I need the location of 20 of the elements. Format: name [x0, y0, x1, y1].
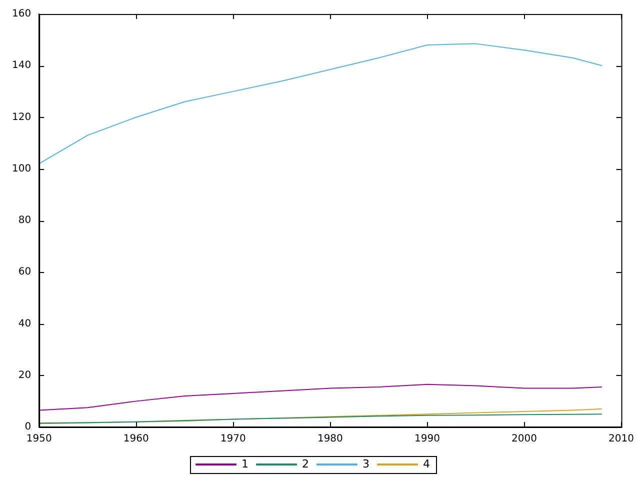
- x-tick-label: 1990: [414, 434, 440, 445]
- legend-label: 4: [423, 457, 430, 470]
- x-tick-label: 1950: [26, 434, 52, 445]
- y-tick-label: 0: [24, 422, 32, 433]
- x-tick-label: 2010: [608, 434, 634, 445]
- y-tick-label: 160: [12, 8, 32, 20]
- x-tick-label: 1980: [317, 434, 343, 445]
- y-tick-label: 120: [12, 112, 32, 123]
- x-tick-label: 1970: [220, 434, 246, 445]
- y-tick-label: 20: [18, 370, 32, 381]
- x-tick-label: 2000: [512, 434, 537, 445]
- x-tick-label: 1960: [123, 434, 149, 445]
- y-tick-label: 80: [18, 215, 32, 226]
- y-tick-label: 60: [18, 266, 32, 278]
- y-tick-label: 100: [12, 163, 32, 174]
- legend-label: 1: [242, 457, 249, 470]
- legend-label: 3: [362, 457, 370, 470]
- y-tick-label: 40: [18, 318, 32, 330]
- y-tick-label: 140: [12, 60, 32, 72]
- legend-label: 2: [302, 457, 309, 470]
